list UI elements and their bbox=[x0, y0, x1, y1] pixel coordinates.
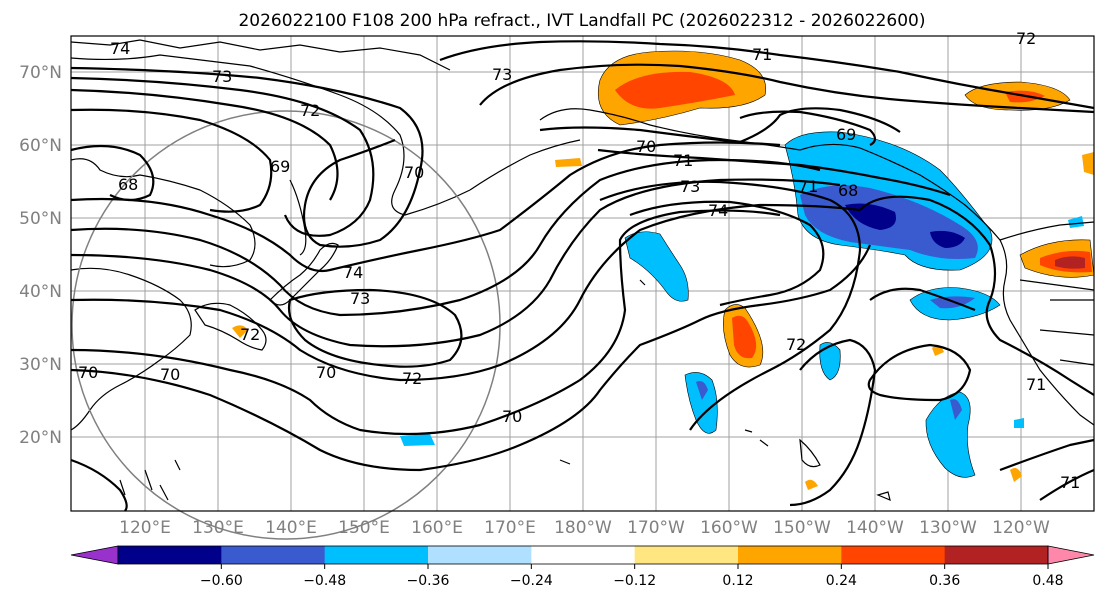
colorbar-tick-label: −0.48 bbox=[303, 573, 346, 589]
map-frame bbox=[70, 35, 1095, 512]
lon-label: 120°E bbox=[119, 518, 171, 538]
contour-label: 68 bbox=[838, 181, 858, 200]
lon-label: 170°W bbox=[627, 518, 685, 538]
colorbar-segment bbox=[324, 546, 429, 564]
lon-label: 150°E bbox=[338, 518, 390, 538]
longitude-labels: 120°E 130°E 140°E 150°E 160°E 170°E 180°… bbox=[119, 518, 1050, 538]
contour-label: 70 bbox=[316, 363, 336, 382]
colorbar-segment bbox=[738, 546, 842, 564]
contour-label: 69 bbox=[836, 125, 856, 144]
contour-label: 74 bbox=[343, 263, 363, 282]
contour-label: 73 bbox=[680, 177, 700, 196]
colorbar-segment bbox=[944, 546, 1049, 564]
contour-label: 70 bbox=[160, 365, 180, 384]
contour-label: 68 bbox=[118, 175, 138, 194]
contour-label: 70 bbox=[636, 137, 656, 156]
contour-label: 69 bbox=[270, 157, 290, 176]
contour-labels: 74 73 72 69 68 70 71 73 72 74 70 71 73 7… bbox=[78, 29, 1080, 492]
contour-label: 73 bbox=[212, 67, 232, 86]
lat-label: 30°N bbox=[19, 355, 62, 375]
colorbar-extend-max bbox=[1047, 545, 1095, 565]
contour-label: 71 bbox=[1060, 473, 1080, 492]
colorbar-segment bbox=[221, 546, 326, 564]
lon-label: 120°W bbox=[992, 518, 1050, 538]
lon-label: 170°E bbox=[484, 518, 536, 538]
contour-label: 74 bbox=[708, 201, 728, 220]
positive-anomaly-fills bbox=[232, 50, 1095, 490]
colorbar-tick-label: 0.12 bbox=[722, 573, 753, 589]
contour-label: 70 bbox=[502, 407, 522, 426]
contour-label: 72 bbox=[1016, 29, 1036, 48]
contour-label: 72 bbox=[240, 325, 260, 344]
lon-label: 130°E bbox=[192, 518, 244, 538]
contour-label: 71 bbox=[673, 151, 693, 170]
colorbar-segment bbox=[118, 546, 222, 564]
lon-label: 160°W bbox=[700, 518, 758, 538]
lon-label: 140°W bbox=[846, 518, 904, 538]
lon-label: 150°W bbox=[773, 518, 831, 538]
refractivity-contours bbox=[70, 40, 1095, 512]
contour-label: 73 bbox=[350, 289, 370, 308]
contour-label: 72 bbox=[786, 335, 806, 354]
lat-label: 40°N bbox=[19, 282, 62, 302]
contour-label: 70 bbox=[404, 163, 424, 182]
lat-label: 70°N bbox=[19, 63, 62, 83]
latitude-labels: 70°N 60°N 50°N 40°N 30°N 20°N bbox=[19, 63, 62, 448]
contour-label: 71 bbox=[752, 45, 772, 64]
colorbar-tick-label: 0.36 bbox=[929, 573, 960, 589]
colorbar-segment bbox=[841, 546, 946, 564]
colorbar-tick-label: −0.36 bbox=[407, 573, 450, 589]
colorbar-extend-min bbox=[70, 545, 119, 565]
lon-label: 130°W bbox=[919, 518, 977, 538]
colorbar-tick-label: −0.12 bbox=[613, 573, 656, 589]
colorbar-segment bbox=[531, 546, 636, 564]
contour-label: 72 bbox=[300, 101, 320, 120]
negative-anomaly-fills bbox=[400, 131, 1084, 478]
colorbar-tick-label: 0.24 bbox=[826, 573, 857, 589]
contour-label: 73 bbox=[492, 65, 512, 84]
lon-label: 160°E bbox=[411, 518, 463, 538]
coastlines bbox=[70, 39, 1095, 502]
lat-label: 60°N bbox=[19, 136, 62, 156]
contour-label: 72 bbox=[402, 369, 422, 388]
colorbar-outline bbox=[117, 545, 1049, 565]
contour-label: 71 bbox=[798, 177, 818, 196]
colorbar-segment bbox=[428, 546, 532, 564]
colorbar-segment bbox=[634, 546, 739, 564]
lon-label: 180°W bbox=[554, 518, 612, 538]
lon-label: 140°E bbox=[265, 518, 317, 538]
colorbar: −0.60 −0.48 −0.36 −0.24 −0.12 0.12 0.24 0.36 0.4… bbox=[70, 545, 1095, 589]
colorbar-tick-label: −0.24 bbox=[510, 573, 553, 589]
colorbar-tick-label: −0.60 bbox=[200, 573, 243, 589]
lat-label: 20°N bbox=[19, 428, 62, 448]
colorbar-tick-label: 0.48 bbox=[1032, 573, 1063, 589]
contour-label: 70 bbox=[78, 363, 98, 382]
contour-label: 71 bbox=[1026, 375, 1046, 394]
map-title: 2026022100 F108 200 hPa refract., IVT La… bbox=[238, 11, 925, 31]
lat-label: 50°N bbox=[19, 209, 62, 229]
contour-label: 74 bbox=[110, 39, 130, 58]
